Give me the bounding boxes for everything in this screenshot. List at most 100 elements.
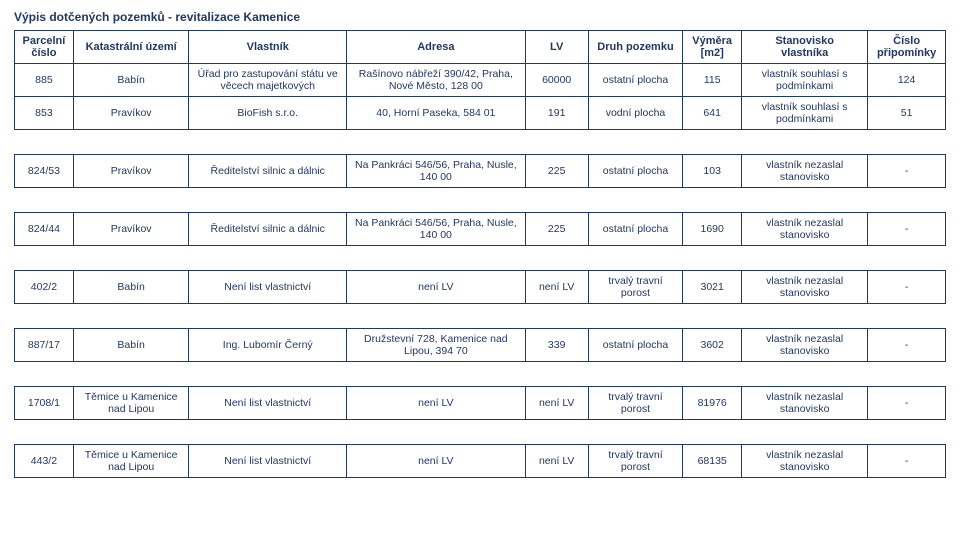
- cell: vlastník nezaslal stanovisko: [742, 155, 868, 188]
- table-row: 887/17BabínIng. Lubomír ČernýDružstevní …: [15, 329, 946, 362]
- table-row: 824/44PravíkovŘeditelství silnic a dálni…: [15, 213, 946, 246]
- cell: Babín: [73, 271, 189, 304]
- cell: Není list vlastnictví: [189, 387, 347, 420]
- cell: trvalý travní porost: [588, 271, 683, 304]
- cell: Rašínovo nábřeží 390/42, Praha, Nové Měs…: [347, 64, 526, 97]
- cell: 103: [683, 155, 742, 188]
- cell: 1708/1: [15, 387, 74, 420]
- cell: vlastník nezaslal stanovisko: [742, 329, 868, 362]
- col-header-2: Vlastník: [189, 31, 347, 64]
- cell: Ředitelství silnic a dálnic: [189, 155, 347, 188]
- col-header-4: LV: [525, 31, 588, 64]
- cell: 3021: [683, 271, 742, 304]
- cell: 887/17: [15, 329, 74, 362]
- cell: -: [868, 213, 946, 246]
- cell: BioFish s.r.o.: [189, 97, 347, 130]
- spacer-cell: [15, 130, 946, 155]
- cell: vodní plocha: [588, 97, 683, 130]
- cell: vlastník nezaslal stanovisko: [742, 271, 868, 304]
- cell: -: [868, 155, 946, 188]
- cell: 1690: [683, 213, 742, 246]
- table-row: 853PravíkovBioFish s.r.o.40, Horní Pasek…: [15, 97, 946, 130]
- cell: 641: [683, 97, 742, 130]
- cell: 402/2: [15, 271, 74, 304]
- cell: 824/53: [15, 155, 74, 188]
- col-header-0: Parcelní číslo: [15, 31, 74, 64]
- cell: vlastník souhlasí s podmínkami: [742, 64, 868, 97]
- col-header-7: Stanovisko vlastníka: [742, 31, 868, 64]
- cell: není LV: [525, 445, 588, 478]
- cell: 124: [868, 64, 946, 97]
- spacer-cell: [15, 420, 946, 445]
- col-header-3: Adresa: [347, 31, 526, 64]
- page-title: Výpis dotčených pozemků - revitalizace K…: [14, 10, 946, 24]
- cell: trvalý travní porost: [588, 445, 683, 478]
- table-row: 1708/1Těmice u Kamenice nad LipouNení li…: [15, 387, 946, 420]
- table-head: Parcelní čísloKatastrální územíVlastníkA…: [15, 31, 946, 64]
- cell: 3602: [683, 329, 742, 362]
- cell: 115: [683, 64, 742, 97]
- cell: Babín: [73, 64, 189, 97]
- cell: 51: [868, 97, 946, 130]
- cell: Ing. Lubomír Černý: [189, 329, 347, 362]
- cell: Těmice u Kamenice nad Lipou: [73, 445, 189, 478]
- cell: 81976: [683, 387, 742, 420]
- cell: Není list vlastnictví: [189, 271, 347, 304]
- spacer-row: [15, 246, 946, 271]
- parcels-table: Parcelní čísloKatastrální územíVlastníkA…: [14, 30, 946, 478]
- cell: není LV: [525, 271, 588, 304]
- cell: Těmice u Kamenice nad Lipou: [73, 387, 189, 420]
- cell: Není list vlastnictví: [189, 445, 347, 478]
- cell: Ředitelství silnic a dálnic: [189, 213, 347, 246]
- cell: 68135: [683, 445, 742, 478]
- cell: není LV: [347, 387, 526, 420]
- cell: Na Pankráci 546/56, Praha, Nusle, 140 00: [347, 155, 526, 188]
- cell: 339: [525, 329, 588, 362]
- col-header-1: Katastrální území: [73, 31, 189, 64]
- cell: Družstevní 728, Kamenice nad Lipou, 394 …: [347, 329, 526, 362]
- cell: 225: [525, 213, 588, 246]
- cell: ostatní plocha: [588, 213, 683, 246]
- cell: vlastník nezaslal stanovisko: [742, 387, 868, 420]
- spacer-cell: [15, 362, 946, 387]
- cell: 40, Horní Paseka, 584 01: [347, 97, 526, 130]
- cell: Pravíkov: [73, 97, 189, 130]
- cell: ostatní plocha: [588, 64, 683, 97]
- cell: vlastník nezaslal stanovisko: [742, 213, 868, 246]
- cell: Pravíkov: [73, 155, 189, 188]
- table-body: 885BabínÚřad pro zastupování státu ve vě…: [15, 64, 946, 478]
- spacer-row: [15, 420, 946, 445]
- spacer-row: [15, 362, 946, 387]
- cell: ostatní plocha: [588, 329, 683, 362]
- col-header-8: Číslo připomínky: [868, 31, 946, 64]
- cell: Babín: [73, 329, 189, 362]
- spacer-row: [15, 188, 946, 213]
- spacer-cell: [15, 304, 946, 329]
- cell: trvalý travní porost: [588, 387, 683, 420]
- cell: -: [868, 271, 946, 304]
- cell: vlastník souhlasí s podmínkami: [742, 97, 868, 130]
- spacer-cell: [15, 246, 946, 271]
- cell: 885: [15, 64, 74, 97]
- cell: 60000: [525, 64, 588, 97]
- cell: 191: [525, 97, 588, 130]
- spacer-cell: [15, 188, 946, 213]
- col-header-5: Druh pozemku: [588, 31, 683, 64]
- cell: 225: [525, 155, 588, 188]
- cell: 443/2: [15, 445, 74, 478]
- table-row: 824/53PravíkovŘeditelství silnic a dálni…: [15, 155, 946, 188]
- spacer-row: [15, 130, 946, 155]
- cell: není LV: [347, 271, 526, 304]
- table-row: 885BabínÚřad pro zastupování státu ve vě…: [15, 64, 946, 97]
- table-row: 402/2BabínNení list vlastnictvínení LVne…: [15, 271, 946, 304]
- cell: není LV: [525, 387, 588, 420]
- cell: není LV: [347, 445, 526, 478]
- spacer-row: [15, 304, 946, 329]
- cell: ostatní plocha: [588, 155, 683, 188]
- col-header-6: Výměra [m2]: [683, 31, 742, 64]
- cell: Na Pankráci 546/56, Praha, Nusle, 140 00: [347, 213, 526, 246]
- cell: 824/44: [15, 213, 74, 246]
- cell: Úřad pro zastupování státu ve věcech maj…: [189, 64, 347, 97]
- table-row: 443/2Těmice u Kamenice nad LipouNení lis…: [15, 445, 946, 478]
- cell: -: [868, 329, 946, 362]
